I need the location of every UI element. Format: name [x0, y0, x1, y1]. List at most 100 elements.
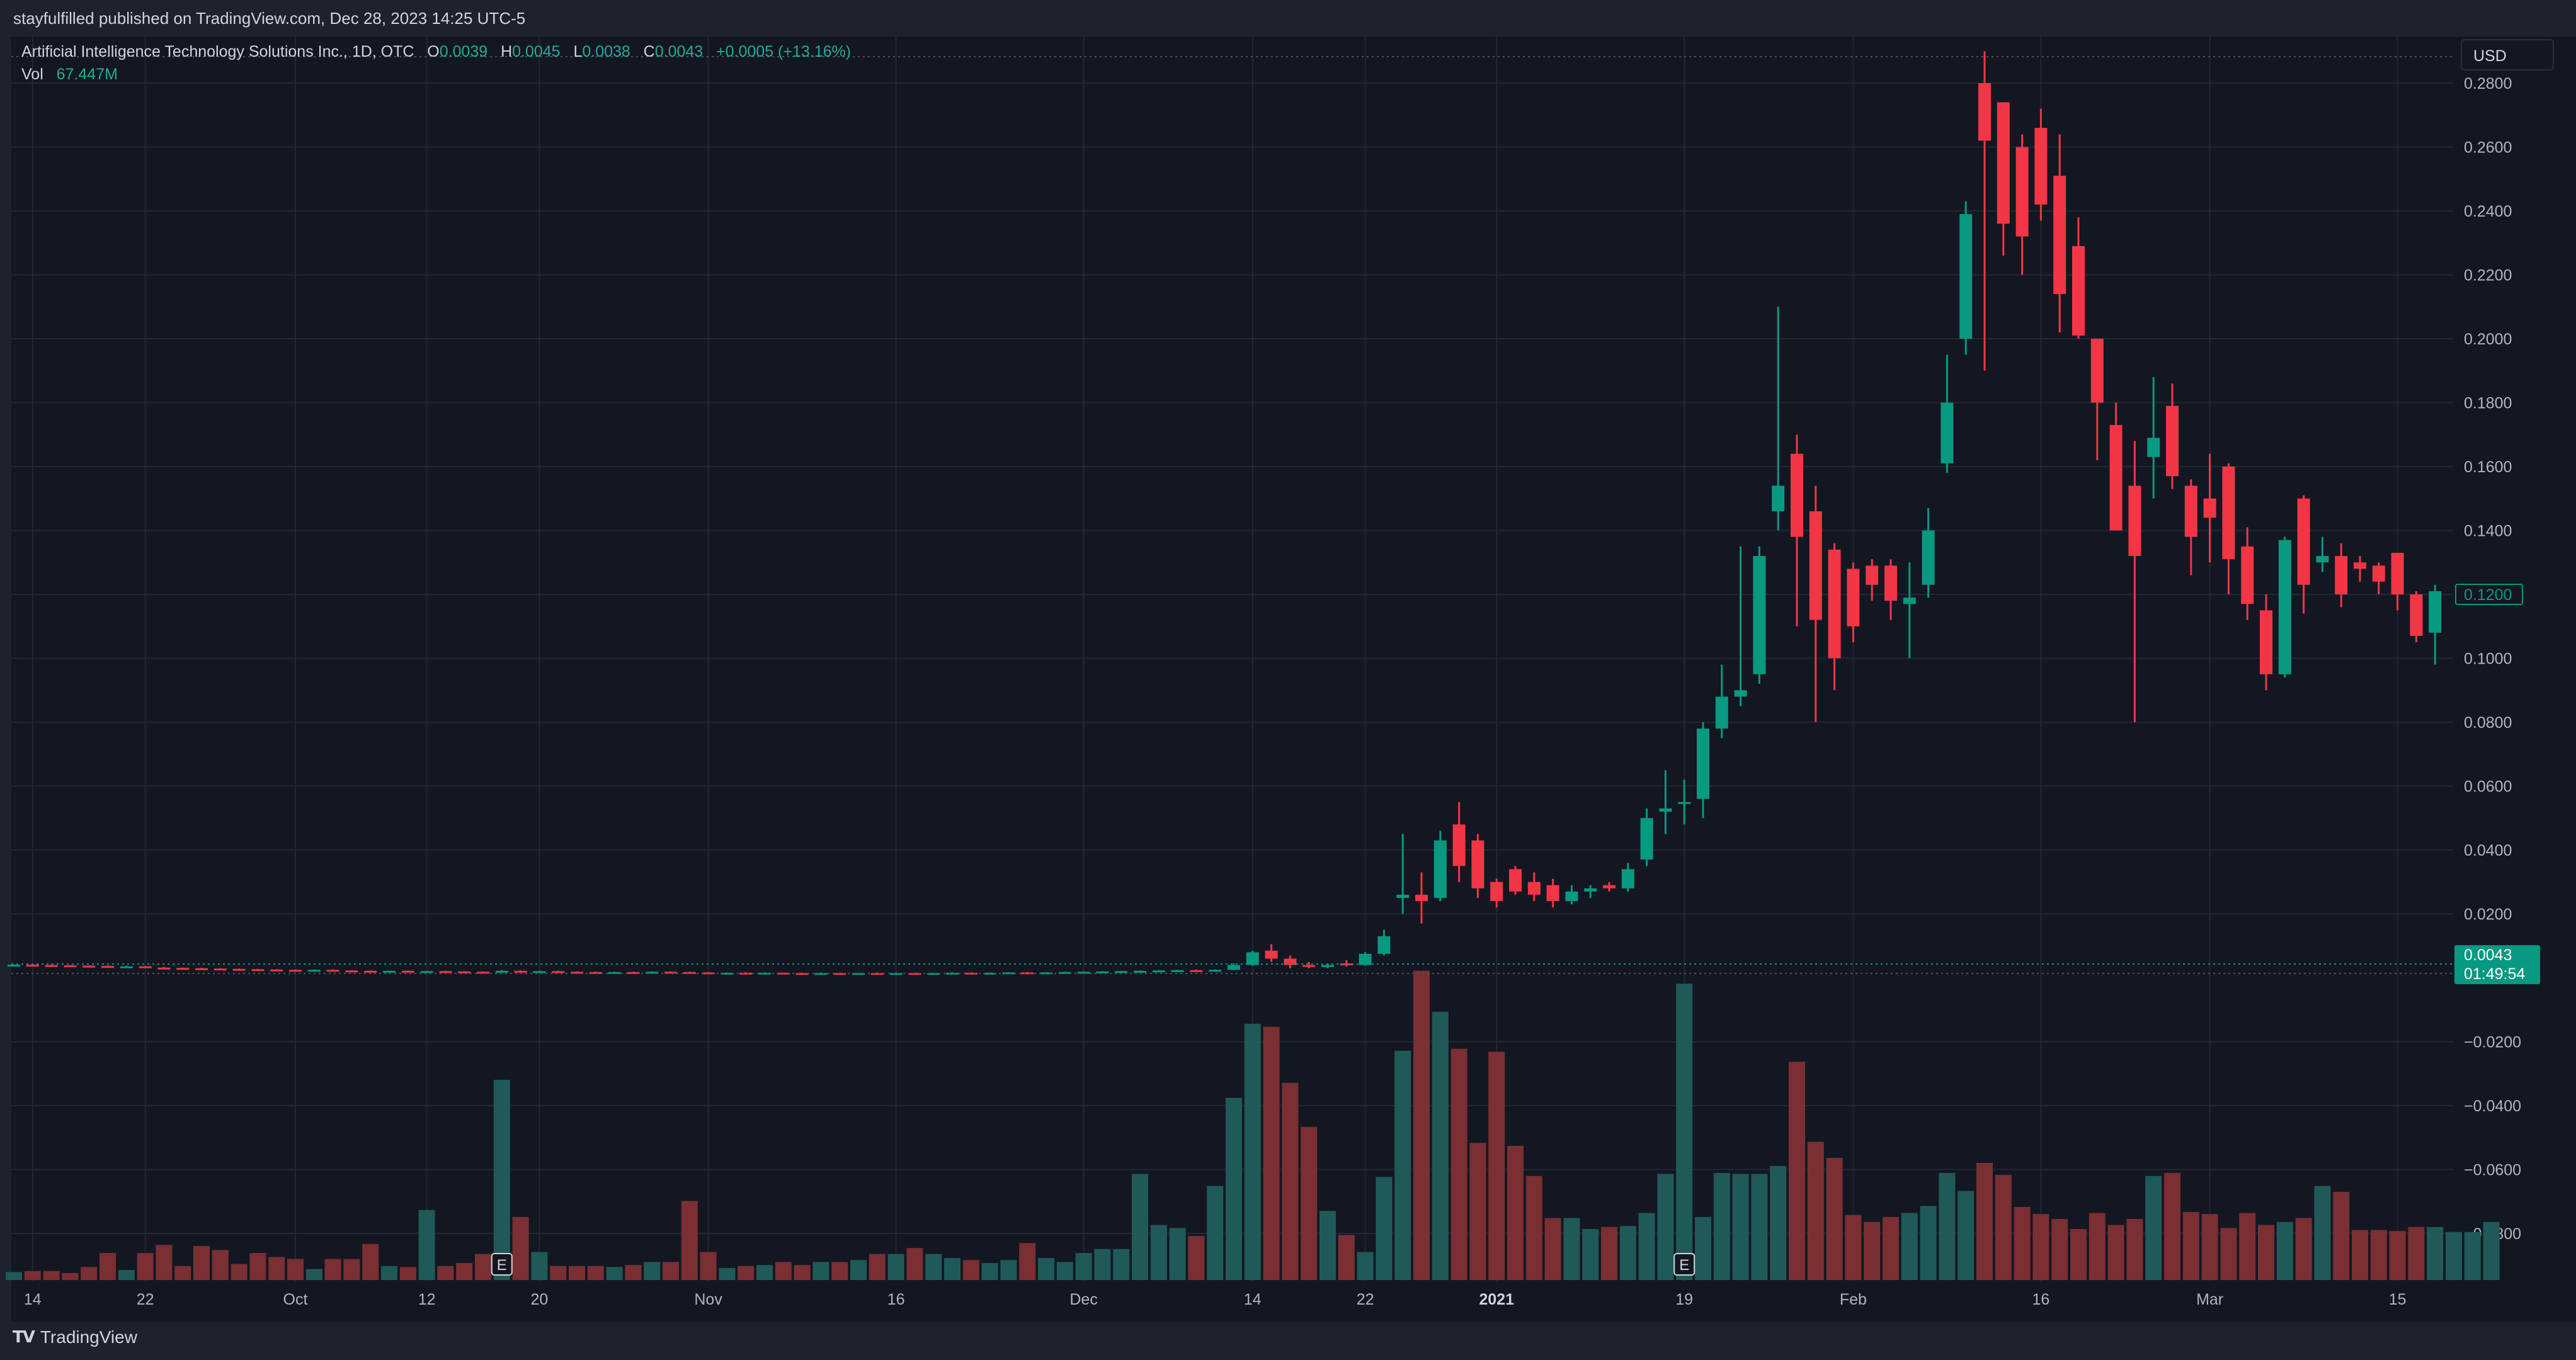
- candle-body: [1959, 214, 1973, 339]
- earnings-marker[interactable]: [491, 1253, 513, 1276]
- volume-bar: [324, 1259, 341, 1280]
- time-axis-background: [11, 1281, 2576, 1322]
- volume-bar: [456, 1262, 473, 1280]
- volume-bar: [2107, 1225, 2124, 1280]
- candle-body: [45, 965, 58, 967]
- volume-bar: [569, 1266, 585, 1280]
- volume-bar: [925, 1254, 942, 1280]
- last-price-badge: [2454, 945, 2540, 985]
- candle-body: [1697, 728, 1709, 799]
- volume-bar: [2182, 1211, 2199, 1280]
- volume-bar: [512, 1216, 529, 1280]
- volume-bar: [962, 1260, 979, 1280]
- volume-bar: [1226, 1097, 1242, 1280]
- volume-bar: [1995, 1175, 2012, 1280]
- crosshair-price-badge: [2455, 584, 2523, 605]
- volume-bar: [24, 1271, 41, 1280]
- candle-body: [251, 969, 265, 972]
- candle-body: [833, 973, 846, 975]
- candle-body: [139, 966, 152, 968]
- time-tick-label: Feb: [1840, 1291, 1867, 1308]
- candle-body: [608, 972, 621, 974]
- candle-body: [1021, 972, 1034, 975]
- candle-body: [1284, 958, 1297, 965]
- volume-bar: [869, 1254, 886, 1280]
- price-tick-label: −0.0200: [2464, 1034, 2521, 1051]
- volume-bar: [2314, 1186, 2331, 1280]
- candle-body: [664, 972, 677, 974]
- candle-body: [2147, 438, 2160, 457]
- volume-bar: [156, 1245, 173, 1280]
- volume-bar: [1357, 1252, 1374, 1280]
- candle-body: [1903, 598, 1916, 604]
- candle-body: [495, 970, 508, 973]
- candle-body: [307, 970, 321, 972]
- price-tick-label: 0.0200: [2464, 906, 2512, 924]
- volume-bar: [887, 1254, 904, 1280]
- volume-bar: [1263, 1026, 1280, 1280]
- candle-body: [2128, 485, 2141, 557]
- time-tick-label: 15: [2389, 1291, 2407, 1308]
- change-value: +0.0005 (+13.16%): [716, 43, 852, 60]
- candle-body: [1753, 556, 1766, 674]
- volume-bar: [118, 1270, 135, 1280]
- bar-countdown: 01:49:54: [2464, 965, 2525, 983]
- published-text: stayfulfilled published on TradingView.c…: [13, 9, 526, 28]
- candle-body: [1978, 83, 1991, 141]
- time-tick-label: 12: [418, 1291, 436, 1308]
- volume-bar: [1075, 1253, 1092, 1280]
- volume-bar: [1207, 1186, 1224, 1280]
- candle-body: [383, 970, 396, 973]
- candle-body: [1828, 549, 1841, 659]
- earnings-marker-label: E: [497, 1257, 507, 1274]
- time-tick-label: 16: [2032, 1291, 2049, 1308]
- volume-bar: [1113, 1249, 1130, 1280]
- time-tick-label: 19: [1675, 1291, 1693, 1308]
- candle-body: [1002, 972, 1015, 975]
- candle-body: [1678, 802, 1691, 804]
- candle-body: [1452, 824, 1466, 866]
- candle-body: [458, 971, 471, 973]
- volume-bar: [906, 1248, 923, 1280]
- candle-body: [2241, 546, 2254, 604]
- volume-bar: [1282, 1082, 1299, 1280]
- volume-bar: [1038, 1258, 1054, 1280]
- volume-bar: [587, 1266, 604, 1280]
- volume-bar: [2276, 1221, 2293, 1280]
- volume-bar: [1864, 1221, 1881, 1280]
- footer-bar: [0, 1322, 2576, 1360]
- volume-bar: [2352, 1230, 2368, 1280]
- high-value: 0.0045: [512, 43, 561, 60]
- tradingview-logo-icon: TV: [13, 1328, 35, 1347]
- volume-bar: [1244, 1023, 1261, 1280]
- close-label: C: [643, 43, 655, 60]
- candle-body: [101, 966, 114, 968]
- time-tick-label: 20: [530, 1291, 548, 1308]
- volume-bar: [399, 1267, 416, 1280]
- earnings-marker-label: E: [1679, 1257, 1689, 1274]
- time-tick-label: Nov: [694, 1291, 722, 1308]
- time-tick-label: 16: [887, 1291, 905, 1308]
- volume-bar: [531, 1252, 548, 1280]
- volume-bar: [1638, 1213, 1655, 1280]
- header-bar: stayfulfilled published on TradingView.c…: [0, 0, 2576, 37]
- candle-body: [1115, 971, 1128, 973]
- currency-selector[interactable]: USD: [2461, 39, 2554, 71]
- time-tick-label: Dec: [1069, 1291, 1097, 1308]
- candle-body: [289, 970, 302, 972]
- symbol-name[interactable]: Artificial Intelligence Technology Solut…: [21, 43, 414, 60]
- candle-body: [1228, 965, 1240, 970]
- volume-bar: [1132, 1174, 1148, 1280]
- candle-body: [157, 967, 171, 970]
- volume-bar: [493, 1080, 510, 1280]
- candle-body: [2166, 405, 2179, 477]
- earnings-marker[interactable]: [1673, 1253, 1695, 1276]
- candle-body: [1190, 970, 1203, 972]
- price-tick-label: 0.1000: [2464, 650, 2512, 668]
- candle-body: [1527, 881, 1541, 895]
- volume-bar: [2370, 1230, 2387, 1280]
- volume-bar: [43, 1271, 60, 1280]
- tradingview-logo[interactable]: TV TradingView: [13, 1327, 137, 1347]
- crosshair-price-value: 0.1200: [2464, 586, 2512, 604]
